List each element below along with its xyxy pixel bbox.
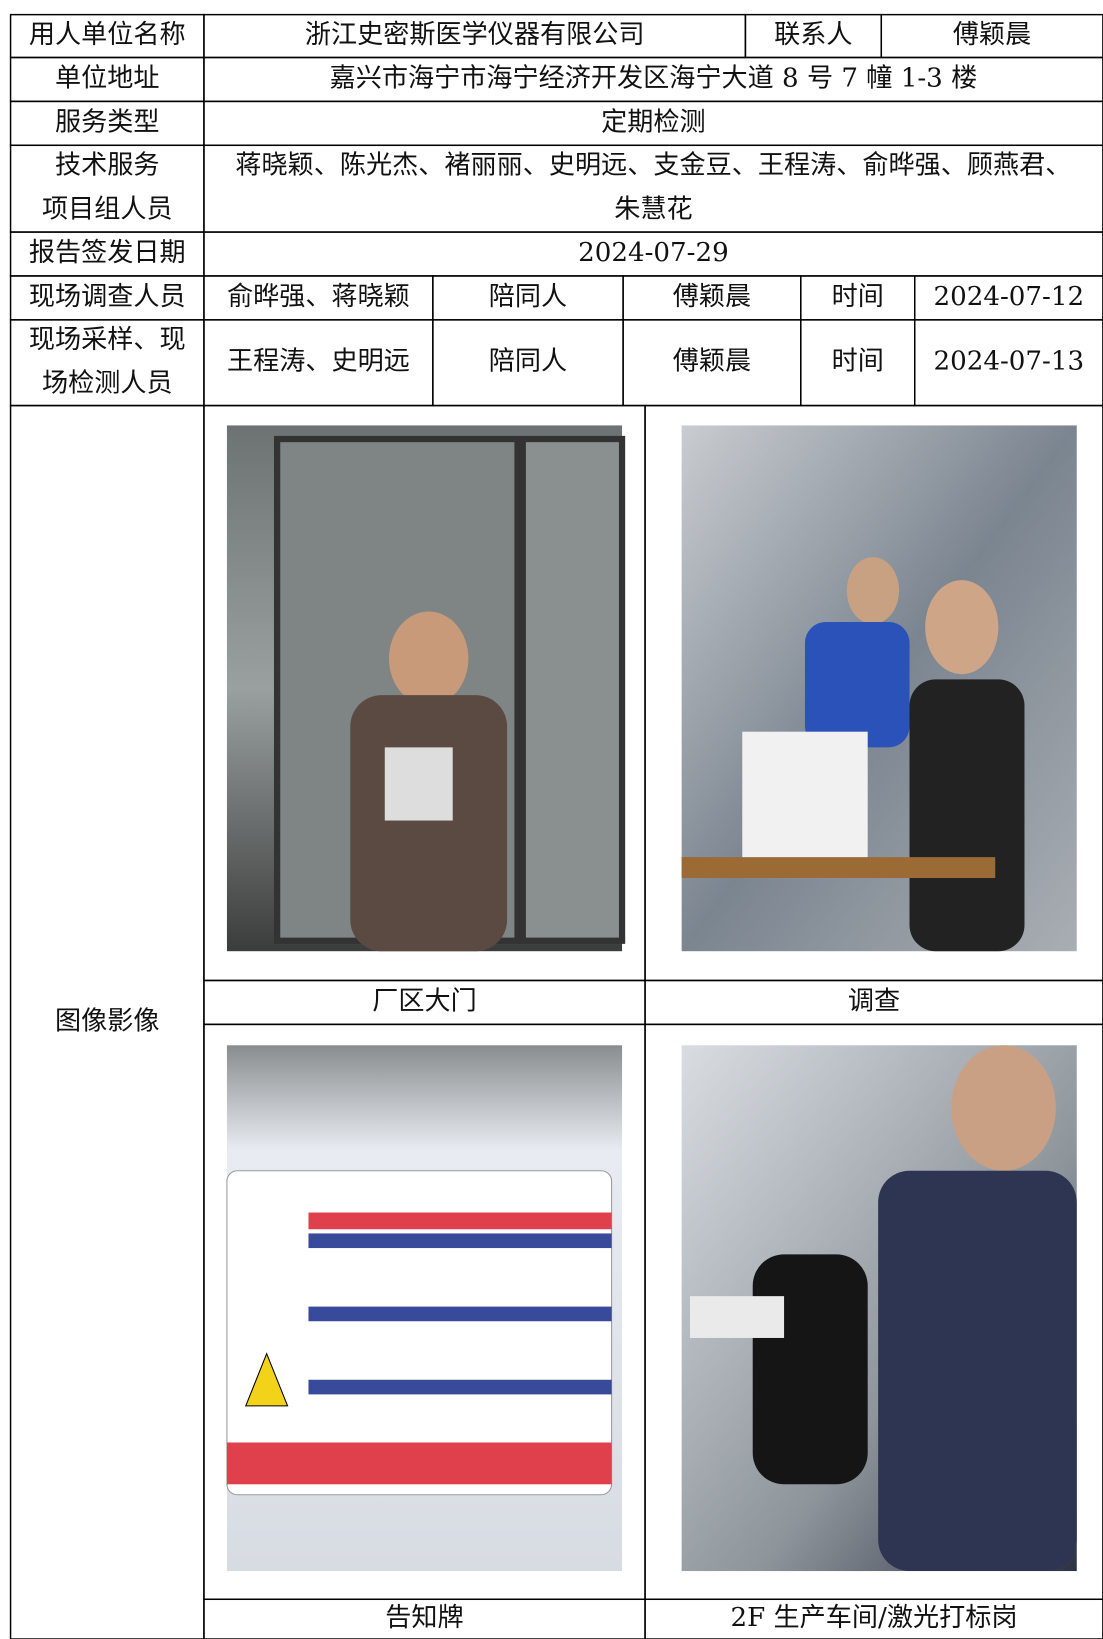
cell-value: 傅颖晨 [953,20,1031,50]
cell-value: 傅颖晨 [673,282,751,312]
cell-value: 蒋晓颖、陈光杰、褚丽丽、史明远、支金豆、王程涛、俞晔强、顾燕君、 [235,151,1071,181]
cell-value: 时间 [832,282,884,312]
row-label: 技术服务 [55,151,160,181]
row-label: 场检测人员 [42,369,173,399]
photo-caption: 厂区大门 [372,986,477,1016]
row-label: 项目组人员 [42,195,173,225]
row-label: 单位地址 [55,63,160,93]
cell-value: 傅颖晨 [673,347,751,377]
image-section-label: 图像影像 [55,1006,160,1036]
row-label: 用人单位名称 [29,20,186,50]
photo-notice-board [226,1045,623,1572]
photo-caption: 调查 [848,986,900,1016]
cell-value: 2024-07-29 [578,238,729,268]
cell-value: 俞晔强、蒋晓颖 [227,282,410,312]
row-label: 报告签发日期 [29,238,186,268]
cell-value: 陪同人 [489,282,567,312]
row-label: 服务类型 [55,107,160,137]
photo-factory-gate [226,425,626,952]
photo-investigation [681,425,1077,952]
row-label: 现场调查人员 [29,282,186,312]
photo-caption: 告知牌 [385,1603,463,1633]
cell-value: 嘉兴市海宁市海宁经济开发区海宁大道 8 号 7 幢 1-3 楼 [330,63,978,93]
cell-value: 浙江史密斯医学仪器有限公司 [305,20,645,50]
cell-value: 2024-07-12 [933,282,1084,312]
cell-value: 王程涛、史明远 [227,347,410,377]
row-label: 现场采样、现 [29,325,186,355]
cell-value: 陪同人 [489,347,567,377]
photo-caption: 2F 生产车间/激光打标岗 [730,1603,1017,1633]
cell-value: 2024-07-13 [933,347,1084,377]
photo-workshop [681,1045,1077,1572]
cell-value: 定期检测 [601,107,706,137]
cell-value: 联系人 [774,20,852,50]
cell-value: 时间 [832,347,884,377]
cell-value: 朱慧花 [614,195,692,225]
